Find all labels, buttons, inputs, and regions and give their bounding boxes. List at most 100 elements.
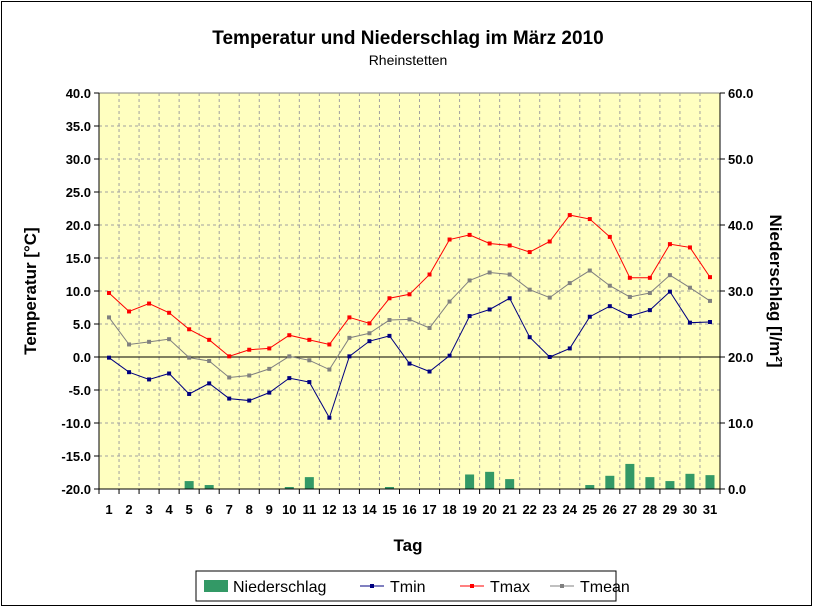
point-tmax xyxy=(387,296,392,301)
precip-bar xyxy=(465,474,475,489)
x-tick-label: 5 xyxy=(186,502,193,517)
point-tmean xyxy=(187,355,192,360)
point-tmax xyxy=(307,337,312,342)
point-tmin xyxy=(367,339,372,344)
x-tick-label: 30 xyxy=(683,502,697,517)
point-tmean xyxy=(467,278,472,283)
point-tmin xyxy=(147,377,152,382)
point-tmax xyxy=(567,213,572,218)
precip-bar xyxy=(605,475,615,489)
point-tmin xyxy=(567,346,572,351)
precip-bar xyxy=(505,479,515,489)
left-tick-label: -15.0 xyxy=(61,449,91,464)
point-tmean xyxy=(687,285,692,290)
point-tmin xyxy=(687,320,692,325)
x-tick-label: 11 xyxy=(302,502,316,517)
x-tick-label: 28 xyxy=(643,502,657,517)
plot-area xyxy=(98,92,721,490)
x-tick-label: 13 xyxy=(342,502,356,517)
point-tmax xyxy=(607,234,612,239)
point-tmean xyxy=(587,268,592,273)
left-tick-label: 40.0 xyxy=(66,86,91,101)
chart-subtitle: Rheinstetten xyxy=(369,52,448,68)
point-tmin xyxy=(427,369,432,374)
right-tick-label: 20.0 xyxy=(728,350,753,365)
legend: Niederschlag Tmin Tmax Tmean xyxy=(195,570,630,602)
x-tick-label: 22 xyxy=(522,502,536,517)
point-tmin xyxy=(527,335,532,340)
point-tmean xyxy=(287,354,292,359)
point-tmean xyxy=(527,287,532,292)
left-tick-label: 15.0 xyxy=(66,251,91,266)
x-tick-label: 31 xyxy=(703,502,717,517)
x-tick-label: 10 xyxy=(282,502,296,517)
x-tick-label: 26 xyxy=(603,502,617,517)
point-tmax xyxy=(447,237,452,242)
point-tmean xyxy=(347,335,352,340)
left-tick-label: 35.0 xyxy=(66,119,91,134)
right-tick-label: 0.0 xyxy=(728,482,746,497)
point-tmin xyxy=(707,320,712,325)
point-tmax xyxy=(407,292,412,297)
x-tick-label: 9 xyxy=(266,502,273,517)
x-tick-label: 20 xyxy=(482,502,496,517)
point-tmax xyxy=(247,347,252,352)
x-tick-label: 16 xyxy=(402,502,416,517)
point-tmax xyxy=(487,241,492,246)
x-tick-label: 14 xyxy=(362,502,377,517)
point-tmean xyxy=(227,375,232,380)
point-tmin xyxy=(547,355,552,359)
precip-bar xyxy=(585,485,595,489)
precipitation-bars xyxy=(184,463,715,489)
legend-marker-tmin xyxy=(370,584,374,588)
left-tick-label: 5.0 xyxy=(73,317,91,332)
chart-title: Temperatur und Niederschlag im März 2010 xyxy=(212,28,603,49)
x-tick-label: 7 xyxy=(226,502,233,517)
precip-bar xyxy=(485,471,495,489)
x-tick-label: 21 xyxy=(502,502,516,517)
legend-box xyxy=(195,570,617,602)
point-tmean xyxy=(667,273,672,278)
point-tmean xyxy=(107,315,112,320)
point-tmax xyxy=(267,346,272,351)
x-tick-label: 18 xyxy=(442,502,456,517)
left-tick-label: 20.0 xyxy=(66,218,91,233)
point-tmax xyxy=(507,243,512,248)
x-tick-label: 25 xyxy=(583,502,597,517)
point-tmin xyxy=(407,361,412,366)
point-tmean xyxy=(427,325,432,330)
left-tick-labels: -20.0 -15.0 -10.0 -5.0 0.0 5.0 10.0 15.0 20.0 25.… xyxy=(61,86,99,497)
precip-bar xyxy=(665,481,675,489)
precip-bar xyxy=(645,477,655,489)
point-tmin xyxy=(667,289,672,294)
left-tick-label: 10.0 xyxy=(66,284,91,299)
grid-lines xyxy=(99,93,720,489)
point-tmin xyxy=(247,398,252,403)
point-tmax xyxy=(667,242,672,247)
point-tmin xyxy=(347,354,352,359)
left-tick-label: 0.0 xyxy=(73,350,91,365)
x-tick-label: 1 xyxy=(105,502,112,517)
point-tmin xyxy=(107,355,112,360)
right-tick-label: 40.0 xyxy=(728,218,753,233)
x-tick-labels: 1 2 3 4 5 6 7 8 9 10 11 12 13 14 15 16 17 18 19 20 21 22 23 24 2… xyxy=(98,489,721,517)
precip-bar xyxy=(685,473,695,489)
precip-bar xyxy=(284,487,294,489)
point-tmean xyxy=(627,294,632,299)
point-tmin xyxy=(327,415,332,420)
left-tick-label: -5.0 xyxy=(69,383,91,398)
point-tmean xyxy=(407,317,412,322)
x-tick-label: 27 xyxy=(623,502,637,517)
point-tmax xyxy=(227,354,232,359)
point-tmax xyxy=(587,217,592,222)
point-tmin xyxy=(587,314,592,319)
legend-swatch-niederschlag xyxy=(204,580,228,592)
x-tick-label: 6 xyxy=(206,502,213,517)
legend-label-tmean: Tmean xyxy=(580,579,630,596)
point-tmin xyxy=(227,396,232,401)
legend-marker-tmax xyxy=(470,584,474,588)
point-tmax xyxy=(187,327,192,332)
right-y-axis-label: Niederschlag [l/m²] xyxy=(766,214,785,367)
point-tmax xyxy=(367,321,372,326)
x-tick-label: 4 xyxy=(165,502,173,517)
